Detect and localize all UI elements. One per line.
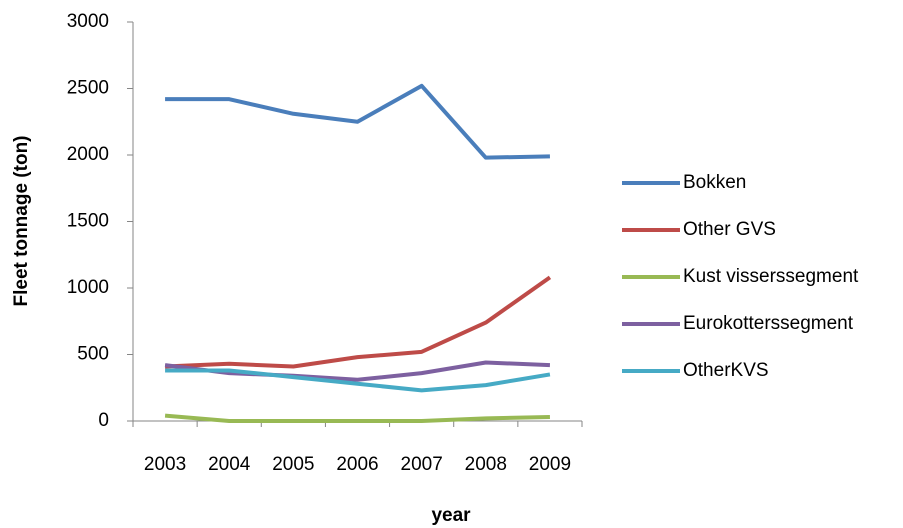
y-tick-label: 2500 xyxy=(67,78,109,99)
x-tick-label: 2008 xyxy=(465,454,507,475)
x-tick-label: 2004 xyxy=(208,454,251,475)
x-tick-label: 2006 xyxy=(336,454,378,475)
x-axis-label: year xyxy=(431,505,471,526)
y-tick-label: 3000 xyxy=(67,11,109,32)
legend-label: Bokken xyxy=(683,172,746,193)
legend-label: OtherKVS xyxy=(683,360,769,381)
series-line xyxy=(164,275,552,369)
x-tick-label: 2003 xyxy=(144,454,186,475)
y-tick-label: 1500 xyxy=(67,211,109,232)
y-tick-label: 2000 xyxy=(67,144,109,165)
series-line xyxy=(165,368,551,393)
y-tick-label: 1000 xyxy=(67,277,109,298)
legend-label: Kust visserssegment xyxy=(683,266,859,287)
y-tick-label: 500 xyxy=(77,344,109,365)
series-line xyxy=(165,83,550,160)
y-axis-label: Fleet tonnage (ton) xyxy=(11,136,32,307)
y-tick-label: 0 xyxy=(98,410,109,431)
legend-label: Eurokotterssegment xyxy=(683,313,854,334)
series-line xyxy=(164,413,550,423)
x-tick-label: 2005 xyxy=(272,454,314,475)
x-tick-label: 2009 xyxy=(529,454,571,475)
legend-label: Other GVS xyxy=(683,219,776,240)
x-tick-label: 2007 xyxy=(401,454,443,475)
series-line xyxy=(164,360,551,382)
